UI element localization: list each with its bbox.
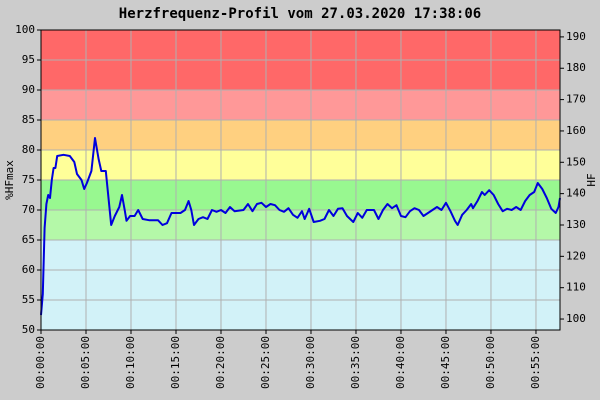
y2-tick-label: 150 xyxy=(566,155,586,168)
zone xyxy=(41,90,560,120)
x-tick-label: 00:35:00 xyxy=(349,336,362,389)
y-tick-label: 65 xyxy=(22,233,35,246)
x-tick-label: 00:20:00 xyxy=(214,336,227,389)
x-tick-label: 00:25:00 xyxy=(259,336,272,389)
y-tick-label: 60 xyxy=(22,263,35,276)
zone xyxy=(41,240,560,330)
zone xyxy=(41,150,560,180)
y2-tick-label: 130 xyxy=(566,218,586,231)
y-tick-label: 100 xyxy=(15,23,35,36)
y-tick-label: 90 xyxy=(22,83,35,96)
x-tick-label: 00:40:00 xyxy=(394,336,407,389)
chart-title: Herzfrequenz-Profil vom 27.03.2020 17:38… xyxy=(119,6,481,22)
plot-border xyxy=(40,29,561,331)
y-tick-label: 55 xyxy=(22,293,35,306)
x-tick-label: 00:50:00 xyxy=(484,336,497,389)
x-tick-label: 00:55:00 xyxy=(529,336,542,389)
y-tick-label: 70 xyxy=(22,203,35,216)
y2-tick-label: 100 xyxy=(566,312,586,325)
y2-tick-label: 140 xyxy=(566,187,586,200)
y-axis-label: %HFmax xyxy=(3,160,16,200)
y2-tick-label: 180 xyxy=(566,61,586,74)
x-tick-label: 00:15:00 xyxy=(169,336,182,389)
y2-tick-label: 170 xyxy=(566,93,586,106)
y2-tick-label: 110 xyxy=(566,281,586,294)
y2-axis-label: HF xyxy=(585,173,598,186)
x-tick-label: 00:00:00 xyxy=(34,336,47,389)
y-tick-label: 75 xyxy=(22,173,35,186)
x-tick-label: 00:05:00 xyxy=(79,336,92,389)
zone xyxy=(41,180,560,210)
x-tick-label: 00:30:00 xyxy=(304,336,317,389)
x-tick-label: 00:45:00 xyxy=(439,336,452,389)
y-tick-label: 50 xyxy=(22,323,35,336)
y-tick-label: 80 xyxy=(22,143,35,156)
zone xyxy=(41,120,560,150)
x-tick-label: 00:10:00 xyxy=(124,336,137,389)
y2-tick-label: 120 xyxy=(566,249,586,262)
y-tick-label: 95 xyxy=(22,53,35,66)
y2-tick-label: 190 xyxy=(566,30,586,43)
y2-tick-label: 160 xyxy=(566,124,586,137)
line xyxy=(40,137,561,316)
y-tick-label: 85 xyxy=(22,113,35,126)
